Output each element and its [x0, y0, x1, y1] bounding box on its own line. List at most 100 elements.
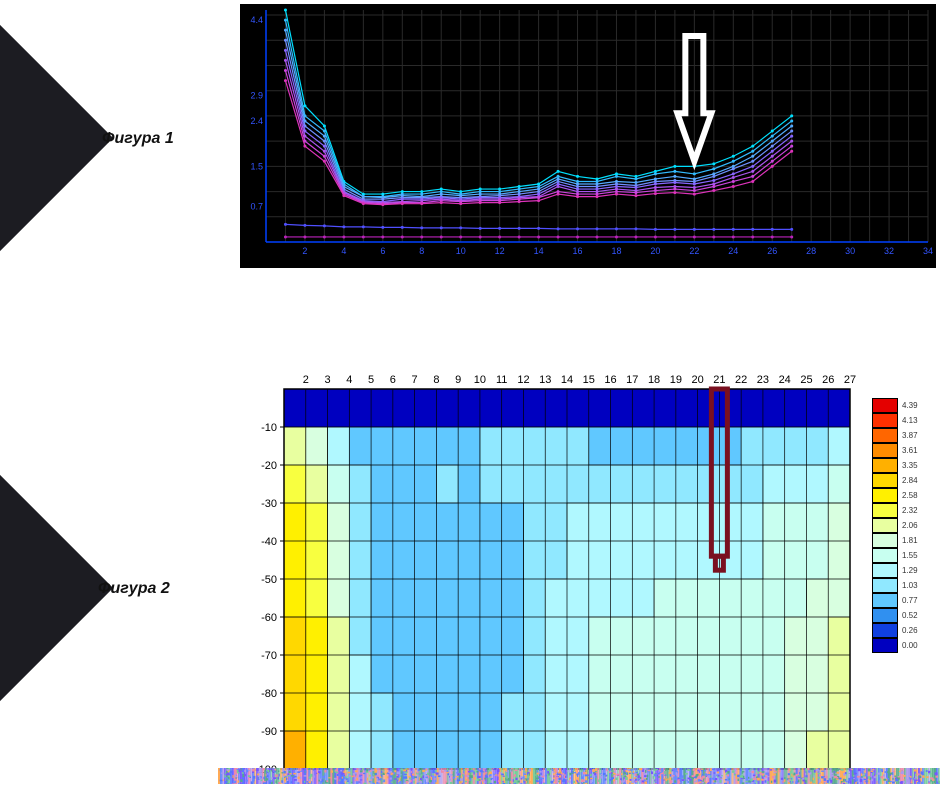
svg-text:25: 25 [800, 374, 812, 386]
line-chart: 2468101214161820222426283032340.71.52.42… [240, 4, 936, 268]
svg-text:7: 7 [412, 374, 418, 386]
svg-text:9: 9 [455, 374, 461, 386]
legend-swatch [872, 503, 898, 518]
line-chart-svg: 2468101214161820222426283032340.71.52.42… [242, 6, 934, 266]
legend-swatch [872, 488, 898, 503]
heatmap-svg: 2345678910111213141516171819202122232425… [240, 365, 860, 779]
legend-label: 1.29 [898, 566, 918, 575]
svg-text:3: 3 [324, 374, 330, 386]
svg-text:26: 26 [822, 374, 834, 386]
svg-text:18: 18 [611, 246, 621, 256]
svg-text:16: 16 [573, 246, 583, 256]
legend-swatch [872, 593, 898, 608]
legend-label: 2.06 [898, 521, 918, 530]
svg-text:24: 24 [779, 374, 791, 386]
legend-swatch [872, 548, 898, 563]
svg-text:6: 6 [380, 246, 385, 256]
noise-strip [218, 768, 940, 784]
svg-text:13: 13 [539, 374, 551, 386]
svg-text:-10: -10 [261, 422, 277, 434]
legend-label: 3.35 [898, 461, 918, 470]
svg-text:15: 15 [583, 374, 595, 386]
legend-label: 1.55 [898, 551, 918, 560]
svg-text:10: 10 [456, 246, 466, 256]
chevron-decoration [0, 475, 113, 701]
svg-text:28: 28 [806, 246, 816, 256]
svg-text:16: 16 [604, 374, 616, 386]
svg-text:22: 22 [735, 374, 747, 386]
legend-label: 0.77 [898, 596, 918, 605]
svg-text:-70: -70 [261, 650, 277, 662]
svg-text:4.4: 4.4 [250, 15, 263, 25]
figure1-caption: Фигура 1 [102, 130, 174, 148]
svg-text:6: 6 [390, 374, 396, 386]
svg-text:2: 2 [302, 246, 307, 256]
svg-text:1.5: 1.5 [250, 161, 263, 171]
legend-label: 2.32 [898, 506, 918, 515]
svg-text:2.9: 2.9 [250, 91, 263, 101]
legend-swatch [872, 608, 898, 623]
legend-swatch [872, 473, 898, 488]
svg-text:20: 20 [650, 246, 660, 256]
legend-swatch [872, 578, 898, 593]
heatmap-legend: 4.394.133.873.613.352.842.582.322.061.81… [872, 398, 918, 653]
svg-text:27: 27 [844, 374, 856, 386]
svg-text:-40: -40 [261, 536, 277, 548]
svg-text:30: 30 [845, 246, 855, 256]
legend-label: 4.13 [898, 416, 918, 425]
svg-text:20: 20 [691, 374, 703, 386]
svg-text:24: 24 [728, 246, 738, 256]
legend-label: 0.26 [898, 626, 918, 635]
legend-swatch [872, 428, 898, 443]
legend-label: 1.03 [898, 581, 918, 590]
legend-swatch [872, 533, 898, 548]
legend-swatch [872, 413, 898, 428]
legend-label: 3.87 [898, 431, 918, 440]
svg-text:32: 32 [884, 246, 894, 256]
legend-swatch [872, 443, 898, 458]
svg-text:34: 34 [923, 246, 933, 256]
svg-text:10: 10 [474, 374, 486, 386]
legend-label: 1.81 [898, 536, 918, 545]
legend-swatch [872, 623, 898, 638]
legend-label: 0.00 [898, 641, 918, 650]
svg-text:-30: -30 [261, 498, 277, 510]
svg-text:11: 11 [496, 374, 507, 386]
svg-text:22: 22 [689, 246, 699, 256]
legend-swatch [872, 398, 898, 413]
svg-text:4: 4 [346, 374, 352, 386]
svg-text:14: 14 [561, 374, 573, 386]
svg-text:26: 26 [767, 246, 777, 256]
svg-text:5: 5 [368, 374, 374, 386]
svg-text:-80: -80 [261, 688, 277, 700]
svg-text:-60: -60 [261, 612, 277, 624]
contour-heatmap: 2345678910111213141516171819202122232425… [240, 365, 860, 779]
legend-label: 2.58 [898, 491, 918, 500]
svg-text:-20: -20 [261, 460, 277, 472]
legend-swatch [872, 563, 898, 578]
figure2-caption: Фигура 2 [98, 580, 170, 598]
svg-text:2.4: 2.4 [250, 116, 263, 126]
legend-label: 0.52 [898, 611, 918, 620]
svg-text:17: 17 [626, 374, 638, 386]
svg-text:14: 14 [534, 246, 544, 256]
legend-label: 2.84 [898, 476, 918, 485]
svg-text:12: 12 [517, 374, 529, 386]
svg-text:12: 12 [495, 246, 505, 256]
svg-text:-90: -90 [261, 726, 277, 738]
svg-text:18: 18 [648, 374, 660, 386]
svg-text:8: 8 [433, 374, 439, 386]
svg-text:0.7: 0.7 [250, 202, 263, 212]
chevron-decoration [0, 25, 113, 251]
legend-swatch [872, 518, 898, 533]
legend-label: 3.61 [898, 446, 918, 455]
svg-text:23: 23 [757, 374, 769, 386]
legend-swatch [872, 638, 898, 653]
svg-text:-50: -50 [261, 574, 277, 586]
svg-text:2: 2 [303, 374, 309, 386]
svg-text:21: 21 [713, 374, 725, 386]
svg-text:8: 8 [419, 246, 424, 256]
svg-text:4: 4 [341, 246, 346, 256]
svg-text:19: 19 [670, 374, 682, 386]
legend-swatch [872, 458, 898, 473]
